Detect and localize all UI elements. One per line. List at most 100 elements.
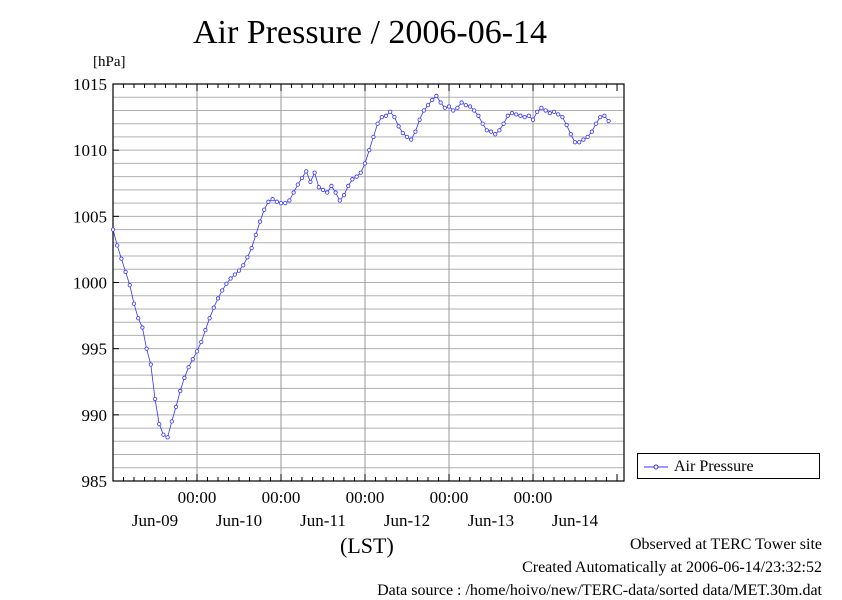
data-point xyxy=(354,174,359,179)
data-point xyxy=(270,197,275,202)
data-point xyxy=(505,113,510,118)
data-point xyxy=(379,114,384,120)
data-point xyxy=(476,113,481,118)
data-point xyxy=(207,316,212,321)
data-point xyxy=(211,305,216,310)
data-point xyxy=(535,109,540,114)
data-point xyxy=(220,288,225,293)
data-point xyxy=(593,121,599,126)
data-point xyxy=(346,183,351,188)
x-tick-label-time: 00:00 xyxy=(262,488,301,507)
data-point xyxy=(215,296,221,301)
data-point xyxy=(577,140,582,145)
data-point xyxy=(417,117,422,122)
chart-title: Air Pressure / 2006-06-14 xyxy=(192,14,548,51)
data-point xyxy=(455,105,460,110)
data-point xyxy=(526,113,531,118)
data-point xyxy=(392,114,397,120)
data-point xyxy=(169,419,174,424)
data-point xyxy=(467,104,473,109)
data-point xyxy=(543,108,548,113)
data-point xyxy=(421,108,426,113)
data-point xyxy=(539,105,544,110)
data-point xyxy=(425,103,431,108)
y-tick-label: 985 xyxy=(82,472,108,491)
y-tick-label: 995 xyxy=(82,340,108,359)
data-point xyxy=(119,256,124,261)
data-point xyxy=(304,169,309,174)
data-point xyxy=(409,137,414,142)
data-point xyxy=(375,121,380,126)
data-point xyxy=(194,349,200,354)
data-point xyxy=(278,201,284,206)
data-point xyxy=(400,130,405,136)
series-line-air-pressure xyxy=(112,95,609,438)
legend-marker-icon xyxy=(644,464,668,470)
data-point xyxy=(203,328,208,333)
data-point xyxy=(190,357,195,362)
data-point xyxy=(547,111,552,116)
data-point xyxy=(509,111,515,116)
data-point xyxy=(585,134,590,140)
data-point xyxy=(136,316,141,321)
data-point xyxy=(413,129,418,134)
data-point xyxy=(161,432,166,437)
data-point xyxy=(241,263,246,268)
data-point xyxy=(367,148,372,153)
y-tick-label: 990 xyxy=(82,406,108,425)
data-point xyxy=(144,346,149,351)
y-tick-label: 1005 xyxy=(73,207,107,226)
data-point xyxy=(501,121,506,126)
x-axis-label: (LST) xyxy=(340,533,394,558)
data-point xyxy=(589,129,594,134)
x-tick-label-date: Jun-12 xyxy=(384,511,430,530)
footer-data-source: Data source : /home/hoivo/new/TERC-data/… xyxy=(377,582,822,599)
x-tick-label-time: 00:00 xyxy=(346,488,385,507)
x-tick-label-time: 00:00 xyxy=(178,488,217,507)
data-point xyxy=(115,243,120,248)
data-point xyxy=(518,113,523,118)
legend-label-air-pressure: Air Pressure xyxy=(674,458,754,475)
data-point xyxy=(329,183,334,188)
data-point xyxy=(598,114,603,120)
data-point xyxy=(249,245,254,251)
data-point xyxy=(165,435,170,440)
x-tick-label-date: Jun-14 xyxy=(552,511,599,530)
data-point xyxy=(522,114,527,120)
legend: Air Pressure xyxy=(637,453,820,479)
data-point xyxy=(560,114,565,120)
data-point xyxy=(350,177,355,182)
x-tick-label-date: Jun-10 xyxy=(216,511,262,530)
data-point xyxy=(253,232,258,237)
data-point xyxy=(472,108,477,113)
data-point xyxy=(299,175,305,181)
data-point xyxy=(383,113,389,118)
data-point xyxy=(152,396,158,402)
data-point xyxy=(430,97,435,102)
data-point xyxy=(123,269,128,275)
y-tick-label: 1010 xyxy=(73,141,107,160)
data-point xyxy=(308,179,313,185)
data-point xyxy=(224,281,229,286)
data-point xyxy=(262,207,267,212)
data-point xyxy=(371,134,376,140)
x-tick-label-time: 00:00 xyxy=(430,488,469,507)
data-point xyxy=(245,255,250,260)
data-point xyxy=(257,219,263,224)
data-point xyxy=(131,301,137,306)
data-point xyxy=(530,117,536,122)
data-point xyxy=(551,109,557,114)
data-point xyxy=(442,105,447,110)
data-point xyxy=(228,276,233,281)
data-point xyxy=(564,122,569,128)
data-point xyxy=(572,140,578,145)
data-point xyxy=(404,134,410,140)
x-tick-label-date: Jun-13 xyxy=(468,511,514,530)
data-point xyxy=(493,132,498,137)
data-point xyxy=(333,190,338,195)
y-axis-unit-label: [hPa] xyxy=(93,54,126,70)
data-point xyxy=(459,100,464,105)
data-point xyxy=(148,362,153,367)
